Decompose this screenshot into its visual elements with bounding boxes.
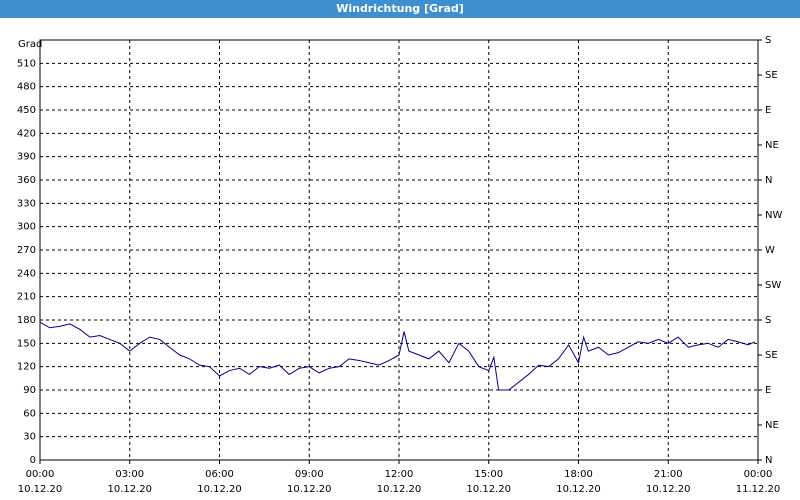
- x-tick-date: 10.12.20: [377, 484, 422, 495]
- y-tick-label: 390: [17, 152, 36, 163]
- y2-tick-label: S: [765, 315, 771, 326]
- y-tick-label: 240: [17, 268, 36, 279]
- x-tick-label: 21:00: [654, 469, 683, 480]
- y-tick-label: 30: [23, 432, 36, 443]
- y-tick-label: 510: [17, 58, 36, 69]
- x-tick-label: 03:00: [115, 469, 144, 480]
- y2-tick-label: W: [765, 245, 775, 256]
- x-tick-label: 00:00: [744, 469, 773, 480]
- y-tick-label: 420: [17, 128, 36, 139]
- title-bar: Windrichtung [Grad]: [0, 0, 800, 18]
- y2-tick-label: N: [765, 175, 772, 186]
- x-tick-date: 10.12.20: [107, 484, 152, 495]
- y2-tick-label: SE: [765, 70, 778, 81]
- y2-tick-label: E: [765, 385, 771, 396]
- x-tick-label: 09:00: [295, 469, 324, 480]
- y2-tick-label: SW: [765, 280, 781, 291]
- y2-tick-label: NE: [765, 420, 779, 431]
- y-tick-label: 120: [17, 362, 36, 373]
- y-tick-label: 330: [17, 198, 36, 209]
- x-tick-label: 06:00: [205, 469, 234, 480]
- y-tick-label: 270: [17, 245, 36, 256]
- x-tick-date: 10.12.20: [556, 484, 601, 495]
- y2-tick-label: S: [765, 35, 771, 46]
- y-tick-label: 90: [23, 385, 36, 396]
- y2-tick-label: N: [765, 455, 772, 466]
- y-tick-label: 180: [17, 315, 36, 326]
- y-tick-label: 360: [17, 175, 36, 186]
- y-tick-label: 300: [17, 222, 36, 233]
- chart: Grad 0 30 60 90 120 150 180 210 240 270 300 330 360 3…: [17, 35, 783, 495]
- y-tick-label: 450: [17, 105, 36, 116]
- x-tick-label: 12:00: [385, 469, 414, 480]
- x-tick-date: 10.12.20: [197, 484, 242, 495]
- y2-tick-label: NE: [765, 140, 779, 151]
- y-tick-label: 60: [23, 408, 36, 419]
- data-line: [39, 321, 756, 391]
- y-tick-label: 210: [17, 292, 36, 303]
- y-tick-label: 150: [17, 338, 36, 349]
- x-tick-label: 00:00: [26, 469, 55, 480]
- y2-tick-label: NW: [765, 210, 782, 221]
- x-tick-date: 10.12.20: [466, 484, 511, 495]
- y2-tick-label: E: [765, 105, 771, 116]
- y-tick-label: 0: [30, 455, 36, 466]
- x-tick-label: 15:00: [474, 469, 503, 480]
- y-axis-label: Grad: [18, 39, 42, 50]
- y-tick-label: 480: [17, 82, 36, 93]
- y2-tick-label: SE: [765, 350, 778, 361]
- plot-frame: [39, 39, 759, 461]
- x-tick-date: 10.12.20: [18, 484, 63, 495]
- x-tick-date: 10.12.20: [287, 484, 332, 495]
- x-tick-date: 11.12.20: [736, 484, 781, 495]
- x-tick-label: 18:00: [564, 469, 593, 480]
- x-tick-date: 10.12.20: [646, 484, 691, 495]
